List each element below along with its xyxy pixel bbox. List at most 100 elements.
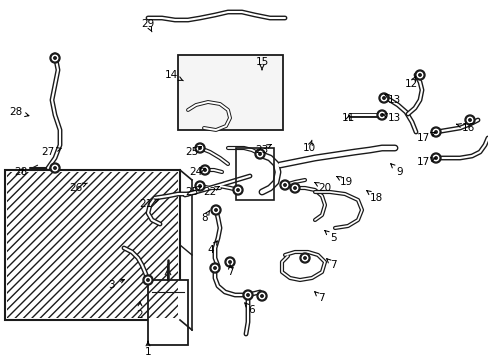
Text: 12: 12 xyxy=(404,76,417,89)
Circle shape xyxy=(259,293,264,299)
Circle shape xyxy=(430,153,440,163)
Circle shape xyxy=(432,155,438,161)
Circle shape xyxy=(197,145,203,151)
Circle shape xyxy=(243,290,252,300)
Text: 3: 3 xyxy=(108,279,124,290)
Circle shape xyxy=(303,257,305,259)
Circle shape xyxy=(257,291,266,301)
Circle shape xyxy=(213,207,218,213)
Bar xyxy=(236,148,273,200)
Circle shape xyxy=(254,149,264,159)
Circle shape xyxy=(414,70,424,80)
Circle shape xyxy=(203,169,206,171)
Circle shape xyxy=(198,147,201,149)
Circle shape xyxy=(195,181,204,191)
Bar xyxy=(5,170,180,320)
Circle shape xyxy=(289,183,299,193)
Text: 23: 23 xyxy=(254,144,270,155)
Text: 25: 25 xyxy=(184,147,201,157)
Circle shape xyxy=(50,163,60,173)
Circle shape xyxy=(282,182,287,188)
Text: 7: 7 xyxy=(326,259,336,270)
Circle shape xyxy=(257,151,262,157)
Circle shape xyxy=(434,157,436,159)
Text: 21: 21 xyxy=(140,199,158,209)
Text: 26: 26 xyxy=(69,183,87,193)
Circle shape xyxy=(464,115,474,125)
Bar xyxy=(178,55,283,130)
Circle shape xyxy=(382,97,385,99)
Circle shape xyxy=(197,183,203,189)
Circle shape xyxy=(214,209,217,211)
Text: 7: 7 xyxy=(314,292,324,303)
Circle shape xyxy=(209,263,220,273)
Text: 16: 16 xyxy=(456,123,474,133)
Text: 14: 14 xyxy=(164,70,183,81)
Circle shape xyxy=(468,119,470,121)
Text: 6: 6 xyxy=(244,303,254,315)
Text: 9: 9 xyxy=(390,164,402,177)
Text: 29: 29 xyxy=(141,19,154,32)
Circle shape xyxy=(195,143,204,153)
Circle shape xyxy=(299,253,309,263)
Text: 25: 25 xyxy=(184,186,201,197)
Text: 4: 4 xyxy=(207,241,217,255)
Text: 28: 28 xyxy=(14,167,27,177)
Circle shape xyxy=(200,165,209,175)
Circle shape xyxy=(202,167,207,173)
Text: 13: 13 xyxy=(382,113,401,123)
Circle shape xyxy=(416,72,422,78)
Circle shape xyxy=(293,187,296,189)
Circle shape xyxy=(418,74,420,76)
Text: 15: 15 xyxy=(255,57,268,70)
Circle shape xyxy=(232,185,243,195)
Circle shape xyxy=(260,295,263,297)
Text: 22: 22 xyxy=(203,186,219,197)
Text: 11: 11 xyxy=(341,113,354,123)
Text: 8: 8 xyxy=(201,210,209,223)
Circle shape xyxy=(198,185,201,187)
Circle shape xyxy=(245,292,250,298)
Text: 5: 5 xyxy=(324,230,336,243)
Circle shape xyxy=(258,153,261,155)
Circle shape xyxy=(213,267,216,269)
Text: 17: 17 xyxy=(416,132,434,143)
Circle shape xyxy=(432,129,438,135)
Circle shape xyxy=(212,265,217,271)
Text: 19: 19 xyxy=(336,176,352,187)
Circle shape xyxy=(381,95,386,101)
Circle shape xyxy=(467,117,472,123)
Circle shape xyxy=(430,127,440,137)
Circle shape xyxy=(302,255,307,261)
Circle shape xyxy=(283,184,285,186)
Circle shape xyxy=(376,110,386,120)
Circle shape xyxy=(228,261,231,263)
Text: 2: 2 xyxy=(137,302,143,320)
Circle shape xyxy=(246,294,249,296)
Circle shape xyxy=(50,53,60,63)
Text: 7: 7 xyxy=(227,264,234,277)
Circle shape xyxy=(52,165,58,171)
Circle shape xyxy=(280,180,289,190)
Circle shape xyxy=(54,57,56,59)
Circle shape xyxy=(224,257,235,267)
Circle shape xyxy=(434,131,436,133)
Circle shape xyxy=(379,112,384,118)
Text: 1: 1 xyxy=(144,341,151,357)
Circle shape xyxy=(142,275,153,285)
Circle shape xyxy=(235,187,240,193)
Bar xyxy=(148,280,187,345)
Text: 17: 17 xyxy=(416,157,435,167)
Text: 27: 27 xyxy=(41,147,61,157)
Circle shape xyxy=(210,205,221,215)
Circle shape xyxy=(236,189,239,191)
Text: 10: 10 xyxy=(302,140,315,153)
Text: 20: 20 xyxy=(314,183,330,193)
Text: 18: 18 xyxy=(366,190,383,203)
Bar xyxy=(7,172,178,318)
Text: 13: 13 xyxy=(384,94,401,105)
Circle shape xyxy=(146,279,149,281)
Circle shape xyxy=(292,185,297,191)
Circle shape xyxy=(378,93,388,103)
Circle shape xyxy=(227,259,232,265)
